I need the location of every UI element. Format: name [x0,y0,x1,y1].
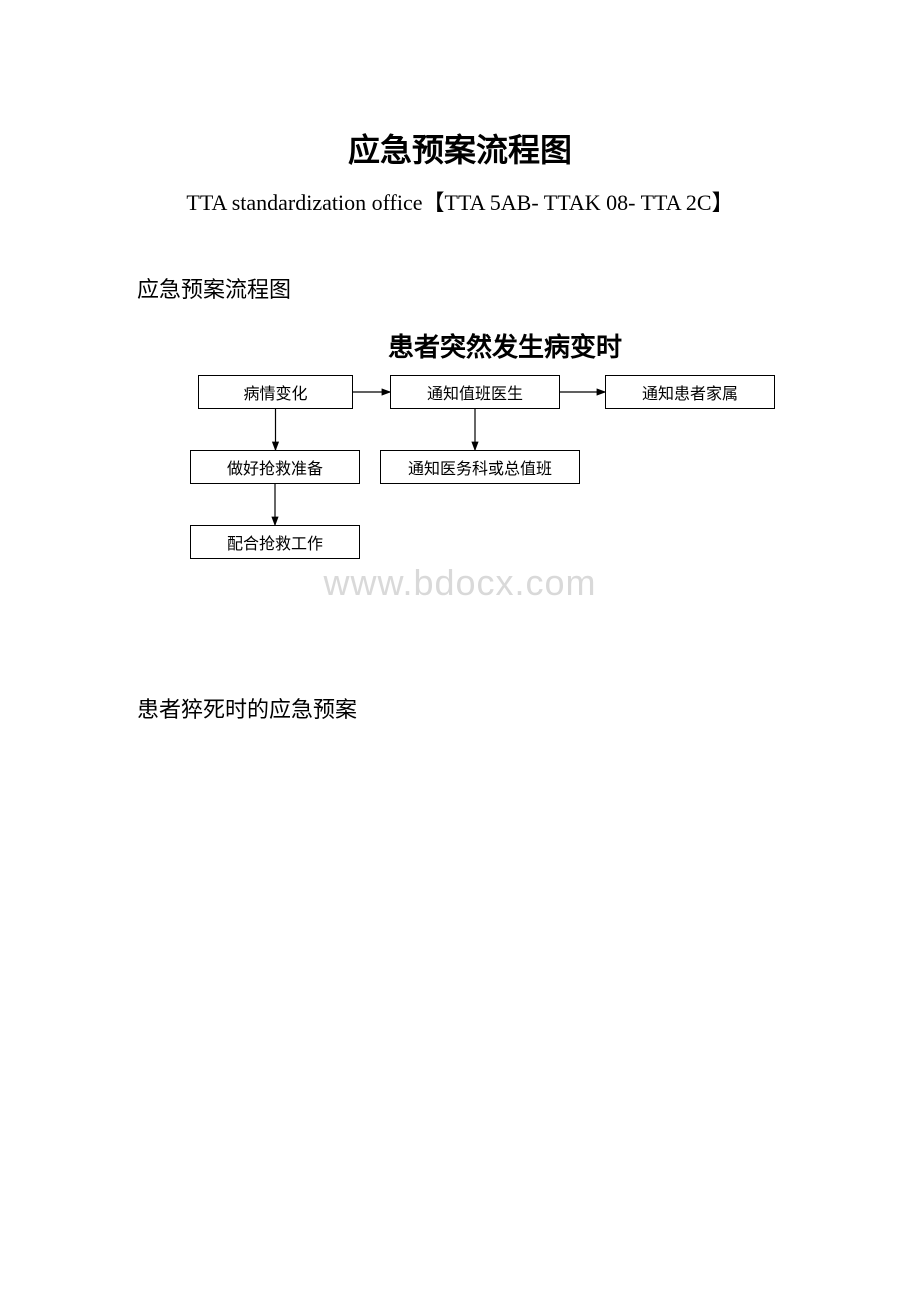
flowchart-node: 通知医务科或总值班 [380,450,580,484]
flowchart-node: 病情变化 [198,375,353,409]
watermark-text: www.bdocx.com [0,562,920,604]
flowchart-node: 做好抢救准备 [190,450,360,484]
flowchart-node: 配合抢救工作 [190,525,360,559]
section-2-label: 患者猝死时的应急预案 [137,692,357,724]
flowchart-node: 通知患者家属 [605,375,775,409]
flowchart-title: 患者突然发生病变时 [285,327,725,364]
flowchart-node: 通知值班医生 [390,375,560,409]
section-1-label: 应急预案流程图 [137,272,291,304]
flowchart-container: 病情变化 通知值班医生 通知患者家属做好抢救准备通知医务科或总值班配合抢救工作 [190,370,790,570]
document-title: 应急预案流程图 [0,125,920,171]
document-subtitle: TTA standardization office【TTA 5AB- TTAK… [0,185,920,217]
